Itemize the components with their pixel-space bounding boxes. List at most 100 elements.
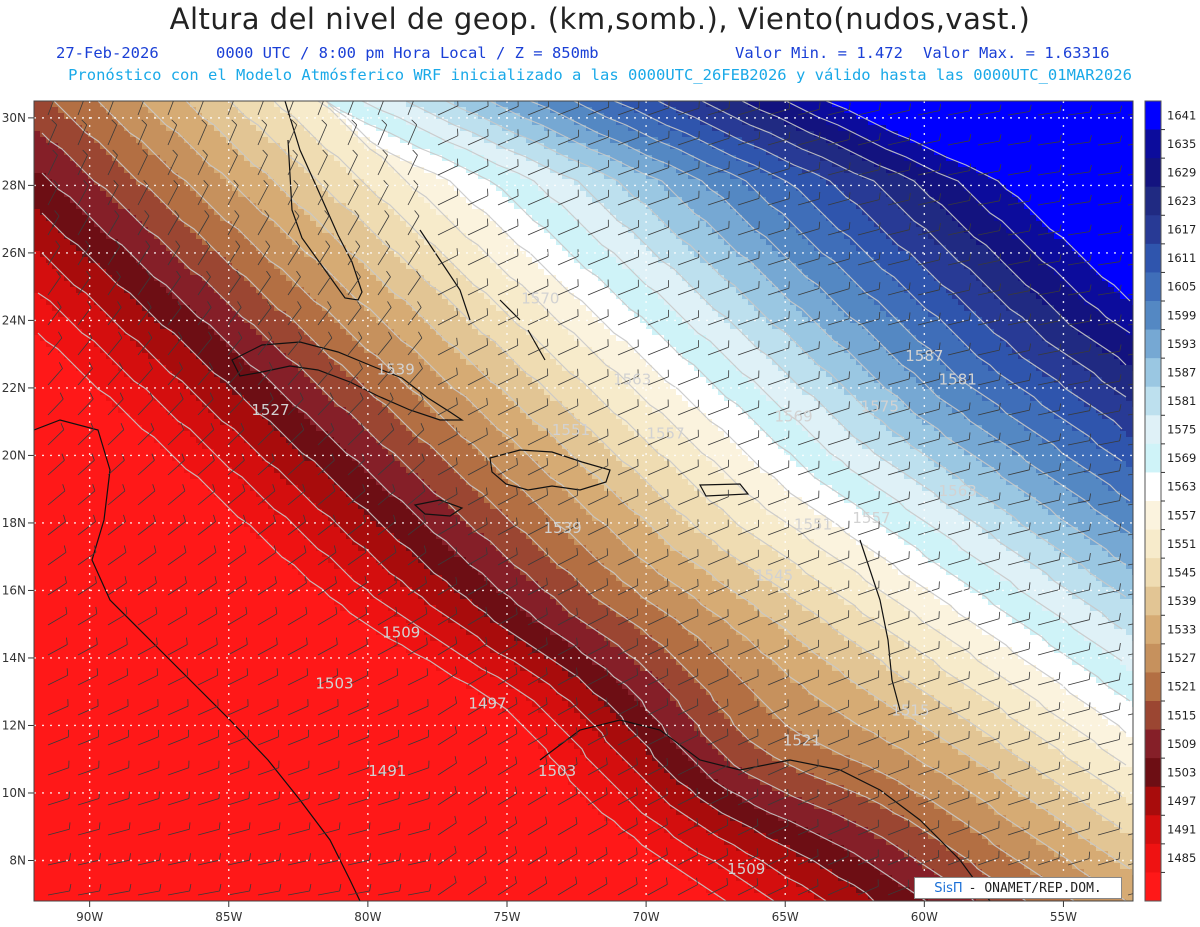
field-cell: [928, 101, 935, 108]
field-cell: [928, 233, 935, 240]
field-cell: [322, 191, 329, 198]
field-cell: [466, 149, 473, 156]
field-cell: [148, 167, 155, 174]
field-cell: [646, 155, 653, 162]
field-cell: [274, 107, 281, 114]
field-cell: [976, 155, 983, 162]
field-cell: [886, 143, 893, 150]
field-cell: [232, 173, 239, 180]
field-cell: [676, 137, 683, 144]
field-cell: [712, 215, 719, 222]
field-cell: [994, 245, 1001, 252]
field-cell: [64, 215, 71, 222]
field-cell: [298, 239, 305, 246]
field-cell: [100, 191, 107, 198]
field-cell: [424, 155, 431, 162]
field-cell: [202, 251, 209, 258]
field-cell: [736, 197, 743, 204]
field-cell: [862, 245, 869, 252]
field-cell: [946, 107, 953, 114]
field-cell: [142, 245, 149, 252]
field-cell: [922, 221, 929, 228]
field-cell: [142, 161, 149, 168]
field-cell: [1048, 167, 1055, 174]
field-cell: [568, 101, 575, 108]
field-cell: [934, 101, 941, 108]
field-cell: [322, 251, 329, 258]
field-cell: [976, 179, 983, 186]
field-cell: [232, 233, 239, 240]
field-cell: [190, 137, 197, 144]
field-cell: [586, 257, 593, 264]
field-cell: [136, 203, 143, 210]
field-cell: [412, 101, 419, 108]
field-cell: [466, 119, 473, 126]
field-cell: [400, 203, 407, 210]
field-cell: [256, 119, 263, 126]
field-cell: [796, 251, 803, 258]
field-cell: [1024, 131, 1031, 138]
field-cell: [730, 203, 737, 210]
field-cell: [478, 251, 485, 258]
field-cell: [844, 239, 851, 246]
field-cell: [472, 245, 479, 252]
field-cell: [388, 155, 395, 162]
field-cell: [88, 209, 95, 216]
field-cell: [934, 251, 941, 258]
field-cell: [784, 245, 791, 252]
field-cell: [802, 149, 809, 156]
field-cell: [778, 221, 785, 228]
field-cell: [520, 215, 527, 222]
field-cell: [880, 173, 887, 180]
field-cell: [736, 239, 743, 246]
field-cell: [622, 119, 629, 126]
field-cell: [598, 185, 605, 192]
field-cell: [952, 209, 959, 216]
field-cell: [670, 251, 677, 258]
field-cell: [886, 149, 893, 156]
field-cell: [1036, 179, 1043, 186]
field-cell: [166, 107, 173, 114]
field-cell: [478, 257, 485, 264]
field-cell: [232, 107, 239, 114]
field-cell: [178, 101, 185, 108]
field-cell: [862, 173, 869, 180]
field-cell: [502, 233, 509, 240]
field-cell: [814, 251, 821, 258]
field-cell: [184, 107, 191, 114]
field-cell: [1012, 257, 1019, 264]
field-cell: [904, 203, 911, 210]
field-cell: [730, 227, 737, 234]
field-cell: [814, 215, 821, 222]
field-cell: [790, 107, 797, 114]
field-cell: [568, 155, 575, 162]
field-cell: [592, 233, 599, 240]
field-cell: [106, 197, 113, 204]
field-cell: [358, 149, 365, 156]
field-cell: [640, 155, 647, 162]
field-cell: [814, 125, 821, 132]
field-cell: [844, 257, 851, 264]
field-cell: [406, 125, 413, 132]
field-cell: [958, 209, 965, 216]
field-cell: [1030, 215, 1037, 222]
field-cell: [478, 215, 485, 222]
field-cell: [604, 197, 611, 204]
field-cell: [136, 251, 143, 258]
field-cell: [1102, 155, 1109, 162]
field-cell: [550, 221, 557, 228]
field-cell: [436, 197, 443, 204]
field-cell: [898, 113, 905, 120]
field-cell: [1120, 191, 1127, 198]
field-cell: [196, 233, 203, 240]
field-cell: [496, 221, 503, 228]
field-cell: [616, 155, 623, 162]
field-cell: [982, 197, 989, 204]
field-cell: [880, 215, 887, 222]
field-cell: [988, 245, 995, 252]
field-cell: [1120, 167, 1127, 174]
field-cell: [100, 113, 107, 120]
field-cell: [298, 155, 305, 162]
field-cell: [1048, 149, 1055, 156]
field-cell: [586, 221, 593, 228]
